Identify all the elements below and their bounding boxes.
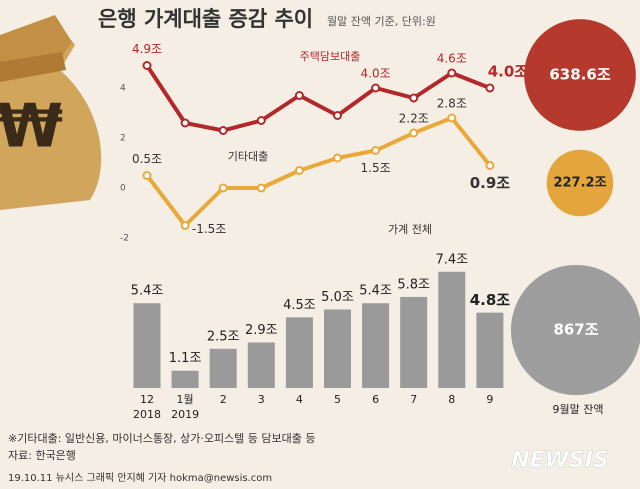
point	[371, 146, 381, 155]
bubble	[546, 149, 614, 217]
svg-text:₩: ₩	[0, 92, 63, 162]
bubble-label: 227.2조	[553, 176, 606, 191]
series-name: 가계 전체	[388, 223, 432, 236]
value-label: 7.4조	[435, 252, 468, 267]
x-tick-label: 5	[334, 393, 341, 406]
point	[333, 153, 342, 163]
value-label: 2.2조	[399, 112, 429, 126]
point	[371, 83, 381, 93]
point	[142, 61, 152, 70]
point	[294, 91, 304, 100]
point	[485, 161, 495, 170]
bubble-label: 638.6조	[549, 66, 610, 84]
x-year-label: 2019	[171, 408, 199, 421]
series-name: 주택담보대출	[300, 50, 361, 63]
bar	[324, 309, 351, 388]
bar	[133, 303, 161, 388]
bar	[476, 312, 504, 388]
subtitle: 월말 잔액 기준, 단위:원	[327, 15, 436, 28]
point	[256, 116, 266, 125]
value-label: 2.9조	[245, 323, 278, 338]
point	[333, 111, 342, 120]
note: ※기타대출: 일반신용, 마이너스통장, 상가·오피스텔 등 담보대출 등	[8, 431, 316, 445]
x-year-label: 2018	[133, 408, 161, 421]
bubble-label: 867조	[553, 321, 598, 339]
value-label: 4.5조	[283, 298, 316, 313]
source: 자료: 한국은행	[8, 449, 76, 462]
x-tick-label: 3	[258, 393, 265, 406]
value-label: 1.5조	[361, 161, 391, 175]
value-label: 4.6조	[437, 52, 467, 66]
y-tick-label: 0	[120, 184, 126, 194]
bar	[285, 317, 313, 388]
title: 은행 가계대출 증감 추이	[98, 7, 313, 31]
bar	[209, 348, 237, 388]
money-bag: ₩	[0, 15, 102, 210]
value-label: 4.0조	[488, 63, 529, 81]
bar	[171, 370, 199, 388]
point	[485, 83, 495, 93]
y-tick-label: 4	[120, 84, 126, 94]
credit: 19.10.11 뉴시스 그래픽 안지혜 기자 hokma@newsis.com	[8, 472, 272, 484]
x-tick-label: 7	[410, 393, 417, 406]
x-tick-label: 4	[296, 393, 303, 406]
bar	[247, 342, 275, 388]
point	[409, 93, 419, 103]
value-label: 4.0조	[361, 67, 391, 81]
value-label: 2.5조	[207, 329, 240, 344]
point	[447, 113, 457, 123]
x-tick-label: 12	[140, 393, 154, 406]
value-label: 2.8조	[437, 97, 467, 111]
series-name: 기타대출	[228, 150, 268, 163]
value-label: 0.9조	[470, 174, 511, 192]
x-tick-label: 2	[220, 393, 227, 406]
value-label: 5.4조	[131, 284, 164, 299]
value-label: 5.8조	[397, 277, 430, 292]
y-tick-label: 2	[120, 134, 126, 144]
value-label: 0.5조	[132, 152, 162, 166]
point	[409, 128, 419, 138]
value-label: 1.1조	[169, 351, 202, 366]
bar	[362, 303, 390, 388]
x-tick-label: 8	[448, 393, 455, 406]
point	[142, 171, 152, 180]
x-tick-label: 9	[486, 393, 493, 406]
point	[218, 126, 228, 135]
bubble	[510, 264, 640, 396]
value-label: 5.0조	[321, 290, 354, 305]
x-tick-label: 1월	[177, 393, 194, 406]
value-label: -1.5조	[192, 222, 226, 236]
point	[180, 118, 190, 128]
bubble	[524, 19, 636, 131]
value-label: 4.9조	[132, 42, 162, 56]
point	[294, 166, 304, 175]
bubble-caption: 9월말 잔액	[553, 403, 604, 416]
logo: NEWSIS	[511, 448, 609, 473]
line	[145, 64, 491, 133]
point	[447, 68, 457, 78]
value-label: 4.8조	[470, 291, 511, 309]
point	[256, 183, 266, 193]
value-label: 5.4조	[359, 284, 392, 299]
point	[180, 221, 190, 230]
line	[145, 116, 492, 228]
point	[218, 183, 228, 193]
y-tick-label: -2	[120, 234, 129, 244]
bar	[400, 296, 428, 388]
x-tick-label: 6	[372, 393, 379, 406]
bar	[438, 271, 466, 388]
